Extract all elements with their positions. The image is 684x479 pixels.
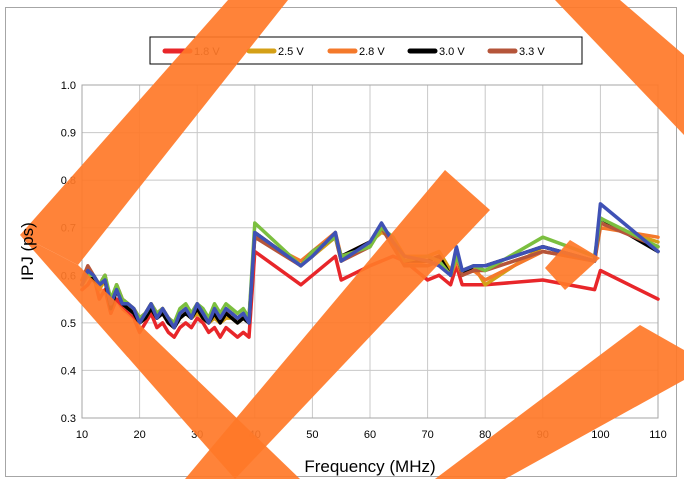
x-tick-label: 100 <box>591 429 609 441</box>
y-tick-label: 0.4 <box>61 365 76 377</box>
decor-band-lower-right <box>435 325 684 479</box>
legend-label: 2.8 V <box>359 46 385 58</box>
series-line-1-8-v <box>80 249 660 339</box>
chart-frame <box>5 7 677 477</box>
x-tick-label: 110 <box>649 429 667 441</box>
x-axis-label: Frequency (MHz) <box>304 457 435 476</box>
decor-band-upper-left <box>20 0 288 265</box>
decor-band-mid-right <box>545 240 600 290</box>
decor-shapes <box>20 0 684 479</box>
decor-band-lower-left <box>20 235 300 479</box>
y-tick-label: 1.0 <box>61 80 76 92</box>
y-tick-label: 0.5 <box>61 318 76 330</box>
legend-label: 3.3 V <box>519 46 545 58</box>
legend-label: 3.0 V <box>439 46 465 58</box>
x-tick-label: 60 <box>364 429 376 441</box>
decor-band-top-right <box>555 0 684 135</box>
x-tick-label: 80 <box>479 429 491 441</box>
series-line-unnamed <box>80 202 660 330</box>
x-tick-label: 70 <box>421 429 433 441</box>
y-tick-label: 0.3 <box>61 413 76 425</box>
legend-label: 2.5 V <box>278 46 304 58</box>
y-axis-label: IPJ (ps) <box>18 222 37 281</box>
decor-band-middle <box>185 170 490 479</box>
series-lines <box>80 202 660 339</box>
x-tick-label: 20 <box>133 429 145 441</box>
y-tick-label: 0.9 <box>61 128 76 140</box>
x-tick-label: 10 <box>76 429 88 441</box>
x-tick-label: 50 <box>306 429 318 441</box>
